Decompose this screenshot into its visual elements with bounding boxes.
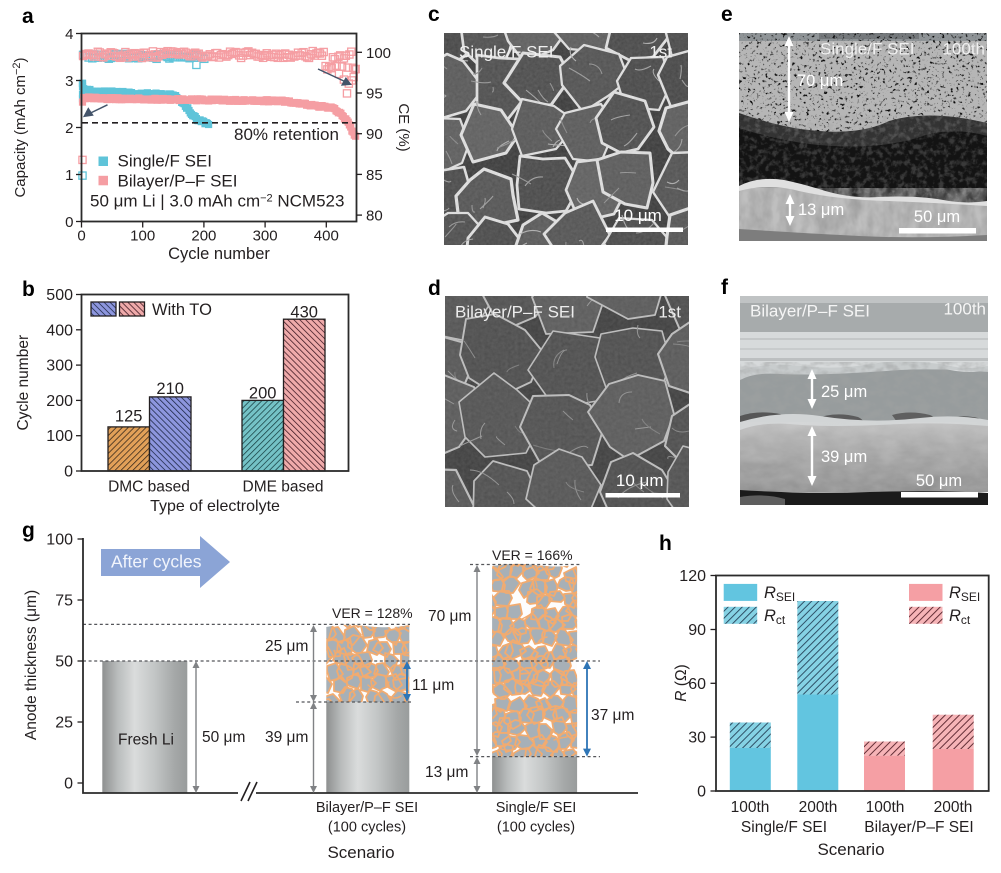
svg-text:Bilayer/P–F SEI: Bilayer/P–F SEI bbox=[455, 303, 575, 322]
svg-text:Single/F SEI: Single/F SEI bbox=[820, 40, 915, 59]
svg-text:0: 0 bbox=[65, 214, 73, 231]
svg-text:4: 4 bbox=[65, 26, 73, 43]
svg-text:Single/F SEI: Single/F SEI bbox=[459, 43, 554, 62]
svg-text:Bilayer/P–F SEI: Bilayer/P–F SEI bbox=[750, 302, 870, 321]
svg-text:0: 0 bbox=[77, 228, 85, 245]
svg-text:(100 cycles): (100 cycles) bbox=[497, 820, 575, 836]
svg-text:100th: 100th bbox=[943, 300, 986, 319]
svg-text:Single/F SEI: Single/F SEI bbox=[741, 819, 827, 836]
svg-text:Type of electrolyte: Type of electrolyte bbox=[150, 498, 280, 515]
svg-text:200: 200 bbox=[46, 393, 73, 410]
svg-text:430: 430 bbox=[290, 304, 318, 322]
svg-text:2: 2 bbox=[65, 120, 73, 137]
svg-text:10 μm: 10 μm bbox=[614, 206, 662, 225]
svg-text:Cycle number: Cycle number bbox=[168, 245, 270, 263]
svg-text:70 μm: 70 μm bbox=[797, 72, 843, 90]
svg-text:100th: 100th bbox=[866, 799, 905, 816]
svg-text:60: 60 bbox=[688, 676, 706, 693]
svg-text:39 μm: 39 μm bbox=[821, 448, 867, 466]
svg-text:R (Ω): R (Ω) bbox=[673, 664, 690, 701]
svg-text:DME based: DME based bbox=[243, 479, 324, 496]
svg-text:Single/F SEI: Single/F SEI bbox=[118, 152, 213, 171]
svg-text:39 μm: 39 μm bbox=[265, 729, 308, 746]
svg-text:200th: 200th bbox=[799, 799, 838, 816]
svg-text:75: 75 bbox=[55, 593, 73, 610]
svg-text:Rct: Rct bbox=[764, 607, 786, 627]
svg-text:25 μm: 25 μm bbox=[265, 638, 308, 655]
svg-text:RSEI: RSEI bbox=[764, 584, 795, 604]
svg-text:100: 100 bbox=[130, 228, 155, 245]
svg-text:After cycles: After cycles bbox=[111, 552, 202, 572]
svg-text:37 μm: 37 μm bbox=[591, 707, 634, 724]
svg-text:Cycle number: Cycle number bbox=[15, 335, 32, 431]
svg-text:50 μm: 50 μm bbox=[916, 472, 962, 490]
svg-text:300: 300 bbox=[46, 358, 73, 375]
svg-text:200th: 200th bbox=[934, 799, 973, 816]
svg-text:400: 400 bbox=[46, 322, 73, 339]
svg-text:100th: 100th bbox=[942, 40, 985, 59]
svg-text:400: 400 bbox=[314, 228, 339, 245]
svg-text:3: 3 bbox=[65, 73, 73, 90]
svg-text:100: 100 bbox=[366, 45, 391, 62]
svg-text:50: 50 bbox=[55, 654, 73, 671]
svg-text:200: 200 bbox=[191, 228, 216, 245]
svg-text:90: 90 bbox=[688, 622, 706, 639]
svg-text:50 μm: 50 μm bbox=[202, 729, 245, 746]
svg-text:Rct: Rct bbox=[949, 607, 971, 627]
svg-text:100th: 100th bbox=[731, 799, 770, 816]
svg-text:30: 30 bbox=[688, 730, 706, 747]
svg-text:(100 cycles): (100 cycles) bbox=[328, 820, 406, 836]
svg-text:10 μm: 10 μm bbox=[616, 471, 664, 490]
svg-text:500: 500 bbox=[46, 287, 73, 304]
svg-text:Anode thickness (μm): Anode thickness (μm) bbox=[23, 590, 40, 740]
svg-text:0: 0 bbox=[64, 776, 73, 793]
svg-text:13 μm: 13 μm bbox=[425, 764, 468, 781]
svg-text:VER = 166%: VER = 166% bbox=[492, 547, 573, 563]
svg-text:50 μm Li | 3.0 mAh cm−2 NCM523: 50 μm Li | 3.0 mAh cm−2 NCM523 bbox=[90, 192, 344, 211]
svg-text:11 μm: 11 μm bbox=[412, 677, 454, 694]
svg-text:0: 0 bbox=[64, 464, 73, 481]
svg-text:95: 95 bbox=[366, 86, 383, 103]
svg-text:Fresh Li: Fresh Li bbox=[118, 732, 174, 749]
svg-text:100: 100 bbox=[46, 532, 73, 549]
svg-text:Single/F SEI: Single/F SEI bbox=[496, 800, 577, 816]
svg-text:Capacity (mAh cm−2): Capacity (mAh cm−2) bbox=[11, 57, 29, 197]
svg-text:Scenario: Scenario bbox=[817, 840, 884, 859]
svg-text:VER = 128%: VER = 128% bbox=[332, 605, 413, 621]
svg-text:85: 85 bbox=[366, 167, 383, 184]
svg-text:200: 200 bbox=[249, 385, 277, 403]
svg-text:1: 1 bbox=[65, 167, 73, 184]
svg-text:90: 90 bbox=[366, 126, 383, 143]
svg-text:Bilayer/P–F SEI: Bilayer/P–F SEI bbox=[864, 819, 973, 836]
svg-text:Scenario: Scenario bbox=[327, 843, 394, 862]
svg-text:DMC based: DMC based bbox=[108, 479, 190, 496]
svg-text:50 μm: 50 μm bbox=[914, 208, 960, 226]
svg-text:With TO: With TO bbox=[152, 301, 212, 319]
svg-text:0: 0 bbox=[697, 784, 706, 801]
svg-text:13 μm: 13 μm bbox=[798, 201, 844, 219]
svg-text:70 μm: 70 μm bbox=[428, 608, 471, 625]
svg-text:80% retention: 80% retention bbox=[234, 125, 339, 144]
svg-text:25 μm: 25 μm bbox=[821, 383, 867, 401]
svg-text:300: 300 bbox=[253, 228, 278, 245]
svg-text:125: 125 bbox=[115, 408, 143, 426]
svg-text:CE (%): CE (%) bbox=[395, 103, 412, 151]
svg-text:80: 80 bbox=[366, 208, 383, 225]
svg-text:210: 210 bbox=[156, 380, 184, 398]
svg-text:1st: 1st bbox=[658, 303, 681, 322]
svg-text:RSEI: RSEI bbox=[949, 584, 980, 604]
svg-text:100: 100 bbox=[46, 428, 73, 445]
svg-text:120: 120 bbox=[679, 568, 706, 585]
svg-text:Bilayer/P–F SEI: Bilayer/P–F SEI bbox=[316, 800, 418, 816]
svg-text:25: 25 bbox=[55, 715, 73, 732]
svg-text:Bilayer/P–F SEI: Bilayer/P–F SEI bbox=[118, 172, 238, 191]
svg-text:1st: 1st bbox=[649, 43, 672, 62]
